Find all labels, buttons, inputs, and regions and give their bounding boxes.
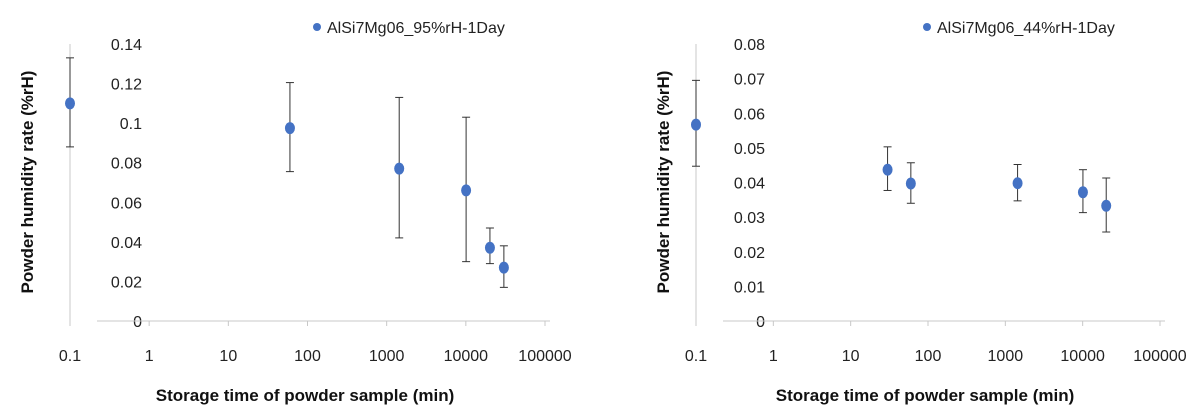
y-tick-label: 0.12 bbox=[111, 77, 142, 94]
y-tick-label: 0.08 bbox=[111, 156, 142, 173]
data-point bbox=[1077, 186, 1088, 199]
y-tick-label: 0.08 bbox=[734, 37, 765, 54]
chart-left: 0 0.02 0.04 0.06 0.08 0.1 0.12 0.14 0.1 1 10 100 10… bbox=[18, 20, 572, 405]
x-tick-label: 10000 bbox=[444, 348, 489, 365]
y-tick-label: 0.14 bbox=[111, 37, 142, 54]
data-point bbox=[394, 162, 405, 175]
x-tick-label: 10 bbox=[842, 348, 860, 365]
x-axis-title: Storage time of powder sample (min) bbox=[156, 386, 455, 405]
data-point bbox=[484, 241, 495, 254]
y-tick-label: 0.06 bbox=[111, 195, 142, 212]
legend-label: AlSi7Mg06_95%rH-1Day bbox=[327, 20, 505, 37]
y-tick-label: 0 bbox=[133, 314, 142, 331]
legend-marker bbox=[313, 23, 321, 31]
y-axis-tick-labels: 0 0.02 0.04 0.06 0.08 0.1 0.12 0.14 bbox=[111, 37, 142, 331]
data-point bbox=[691, 118, 701, 131]
chart-right: 0 0.01 0.02 0.03 0.04 0.05 0.06 0.07 0.08 0.1 1 10… bbox=[654, 20, 1187, 405]
y-tick-label: 0.1 bbox=[120, 116, 142, 133]
data-point bbox=[461, 184, 472, 197]
x-tick-label: 1000 bbox=[369, 348, 405, 365]
data-point bbox=[284, 122, 295, 135]
legend-marker bbox=[923, 23, 931, 31]
y-tick-label: 0 bbox=[756, 314, 765, 331]
x-tick-label: 1000 bbox=[988, 348, 1024, 365]
x-axis-tick-labels: 0.1 1 10 100 1000 10000 100000 bbox=[59, 348, 572, 365]
data-point bbox=[498, 261, 509, 274]
x-tick-label: 0.1 bbox=[685, 348, 707, 365]
plot-area bbox=[691, 44, 1165, 326]
data-point bbox=[65, 97, 75, 110]
legend-label: AlSi7Mg06_44%rH-1Day bbox=[937, 20, 1115, 37]
plot-area bbox=[65, 44, 550, 326]
x-tick-label: 100 bbox=[915, 348, 942, 365]
x-axis-tick-labels: 0.1 1 10 100 1000 10000 100000 bbox=[685, 348, 1187, 365]
x-tick-label: 1 bbox=[769, 348, 778, 365]
x-tick-label: 0.1 bbox=[59, 348, 81, 365]
x-tick-label: 100 bbox=[294, 348, 321, 365]
y-tick-label: 0.01 bbox=[734, 279, 765, 296]
x-axis-title: Storage time of powder sample (min) bbox=[776, 386, 1075, 405]
y-axis-title: Powder humidity rate (%rH) bbox=[654, 71, 673, 294]
y-axis-title: Powder humidity rate (%rH) bbox=[18, 71, 37, 294]
y-tick-label: 0.03 bbox=[734, 210, 765, 227]
y-tick-label: 0.04 bbox=[734, 176, 765, 193]
legend: AlSi7Mg06_44%rH-1Day bbox=[923, 20, 1115, 37]
x-tick-label: 1 bbox=[145, 348, 154, 365]
x-tick-label: 100000 bbox=[1133, 348, 1186, 365]
x-tick-label: 10 bbox=[219, 348, 237, 365]
x-tick-label: 10000 bbox=[1060, 348, 1105, 365]
data-point bbox=[882, 163, 893, 176]
data-point bbox=[1012, 177, 1023, 190]
y-tick-label: 0.07 bbox=[734, 72, 765, 89]
y-tick-label: 0.05 bbox=[734, 141, 765, 158]
y-tick-label: 0.02 bbox=[734, 245, 765, 262]
y-axis-tick-labels: 0 0.01 0.02 0.03 0.04 0.05 0.06 0.07 0.08 bbox=[734, 37, 765, 331]
legend: AlSi7Mg06_95%rH-1Day bbox=[313, 20, 505, 37]
y-tick-label: 0.04 bbox=[111, 235, 142, 252]
y-tick-label: 0.06 bbox=[734, 106, 765, 123]
y-tick-label: 0.02 bbox=[111, 274, 142, 291]
x-tick-label: 100000 bbox=[518, 348, 571, 365]
data-point bbox=[905, 177, 916, 190]
data-point bbox=[1101, 199, 1112, 212]
